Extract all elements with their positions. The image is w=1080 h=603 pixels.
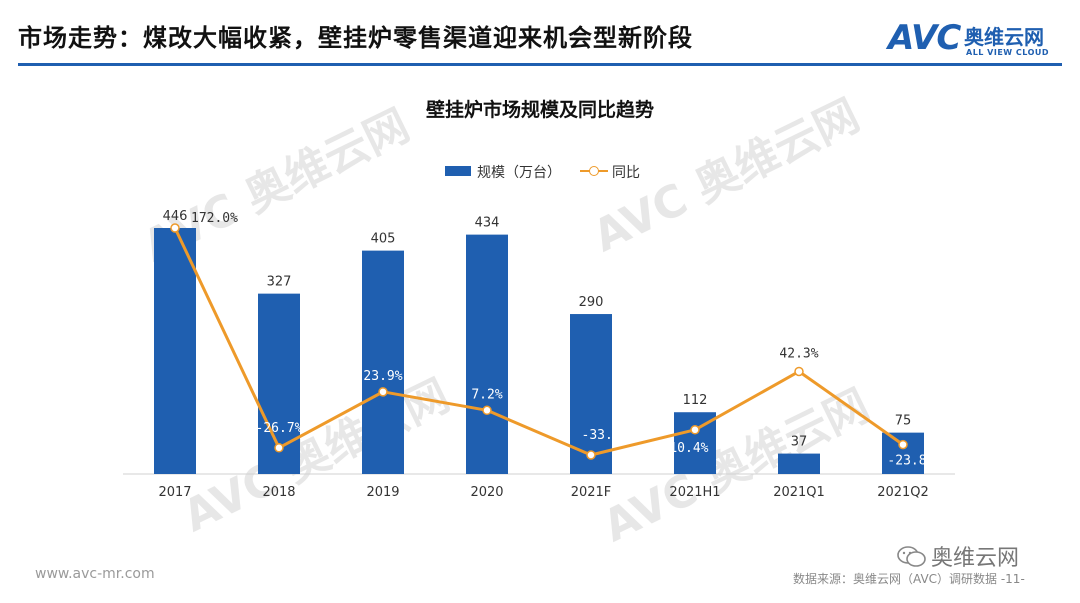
legend-bar-swatch (445, 166, 471, 176)
yoy-point (274, 443, 284, 453)
bar-value-label: 112 (683, 393, 708, 408)
wechat-account: 奥维云网 (897, 540, 1019, 572)
bar-value-label: 434 (475, 216, 500, 231)
data-source: 数据来源：奥维云网（AVC）调研数据 -11- (793, 572, 1025, 586)
yoy-value-label: -26.7% (256, 421, 303, 436)
brand-logo: AVC 奥维云网 ALL VIEW CLOUD (888, 18, 1058, 60)
yoy-point (898, 439, 908, 450)
x-tick-label: 2021Q1 (773, 485, 825, 500)
logo-chinese-name: 奥维云网 (964, 25, 1044, 49)
yoy-value-label: -23.8 (887, 454, 926, 469)
bar-value-label: 75 (895, 414, 912, 429)
footer-url: www.avc-mr.com (35, 566, 155, 582)
bar (882, 432, 924, 474)
legend-label: 同比 (612, 165, 640, 181)
chart-title: 壁挂炉市场规模及同比趋势 (425, 99, 654, 121)
x-tick-label: 2021F (571, 485, 612, 500)
yoy-point (586, 450, 596, 460)
bar-value-label: 405 (371, 232, 396, 247)
bar-value-label: 327 (267, 275, 292, 290)
yoy-value-label: 42.3% (779, 346, 818, 361)
bar (154, 228, 196, 474)
yoy-point (690, 425, 700, 435)
legend-line-marker (589, 166, 599, 176)
yoy-value-label: 23.9% (363, 369, 402, 384)
x-tick-label: 2021H1 (669, 485, 720, 500)
logo-mark: AVC (888, 18, 961, 58)
x-tick-label: 2017 (158, 485, 191, 500)
x-tick-label: 2020 (470, 485, 503, 500)
bar (570, 314, 612, 474)
x-tick-label: 2019 (366, 485, 399, 500)
wechat-account-name: 奥维云网 (931, 546, 1020, 571)
yoy-point (378, 387, 388, 397)
bar-value-label: 446 (163, 209, 188, 224)
wechat-icon (897, 546, 926, 567)
yoy-point (482, 405, 492, 416)
yoy-value-label: -33.2% (582, 428, 629, 443)
yoy-point (794, 366, 804, 377)
yoy-point (170, 223, 180, 233)
bar (778, 453, 820, 474)
legend-label: 规模（万台） (477, 165, 561, 181)
bar (362, 250, 404, 474)
page-title: 市场走势：煤改大幅收紧，壁挂炉零售渠道迎来机会型新阶段 (18, 24, 693, 52)
yoy-value-label: 172.0% (191, 211, 238, 226)
yoy-value-label: -10.4% (662, 441, 709, 456)
x-tick-label: 2018 (262, 485, 295, 500)
yoy-line (173, 227, 904, 457)
bar-value-label: 37 (791, 435, 808, 450)
logo-english-name: ALL VIEW CLOUD (966, 48, 1050, 57)
x-tick-label: 2021Q2 (877, 485, 929, 500)
header-divider (18, 63, 1062, 66)
yoy-value-label: 7.2% (471, 387, 502, 402)
bar-value-label: 290 (579, 295, 604, 310)
bar (466, 234, 508, 474)
